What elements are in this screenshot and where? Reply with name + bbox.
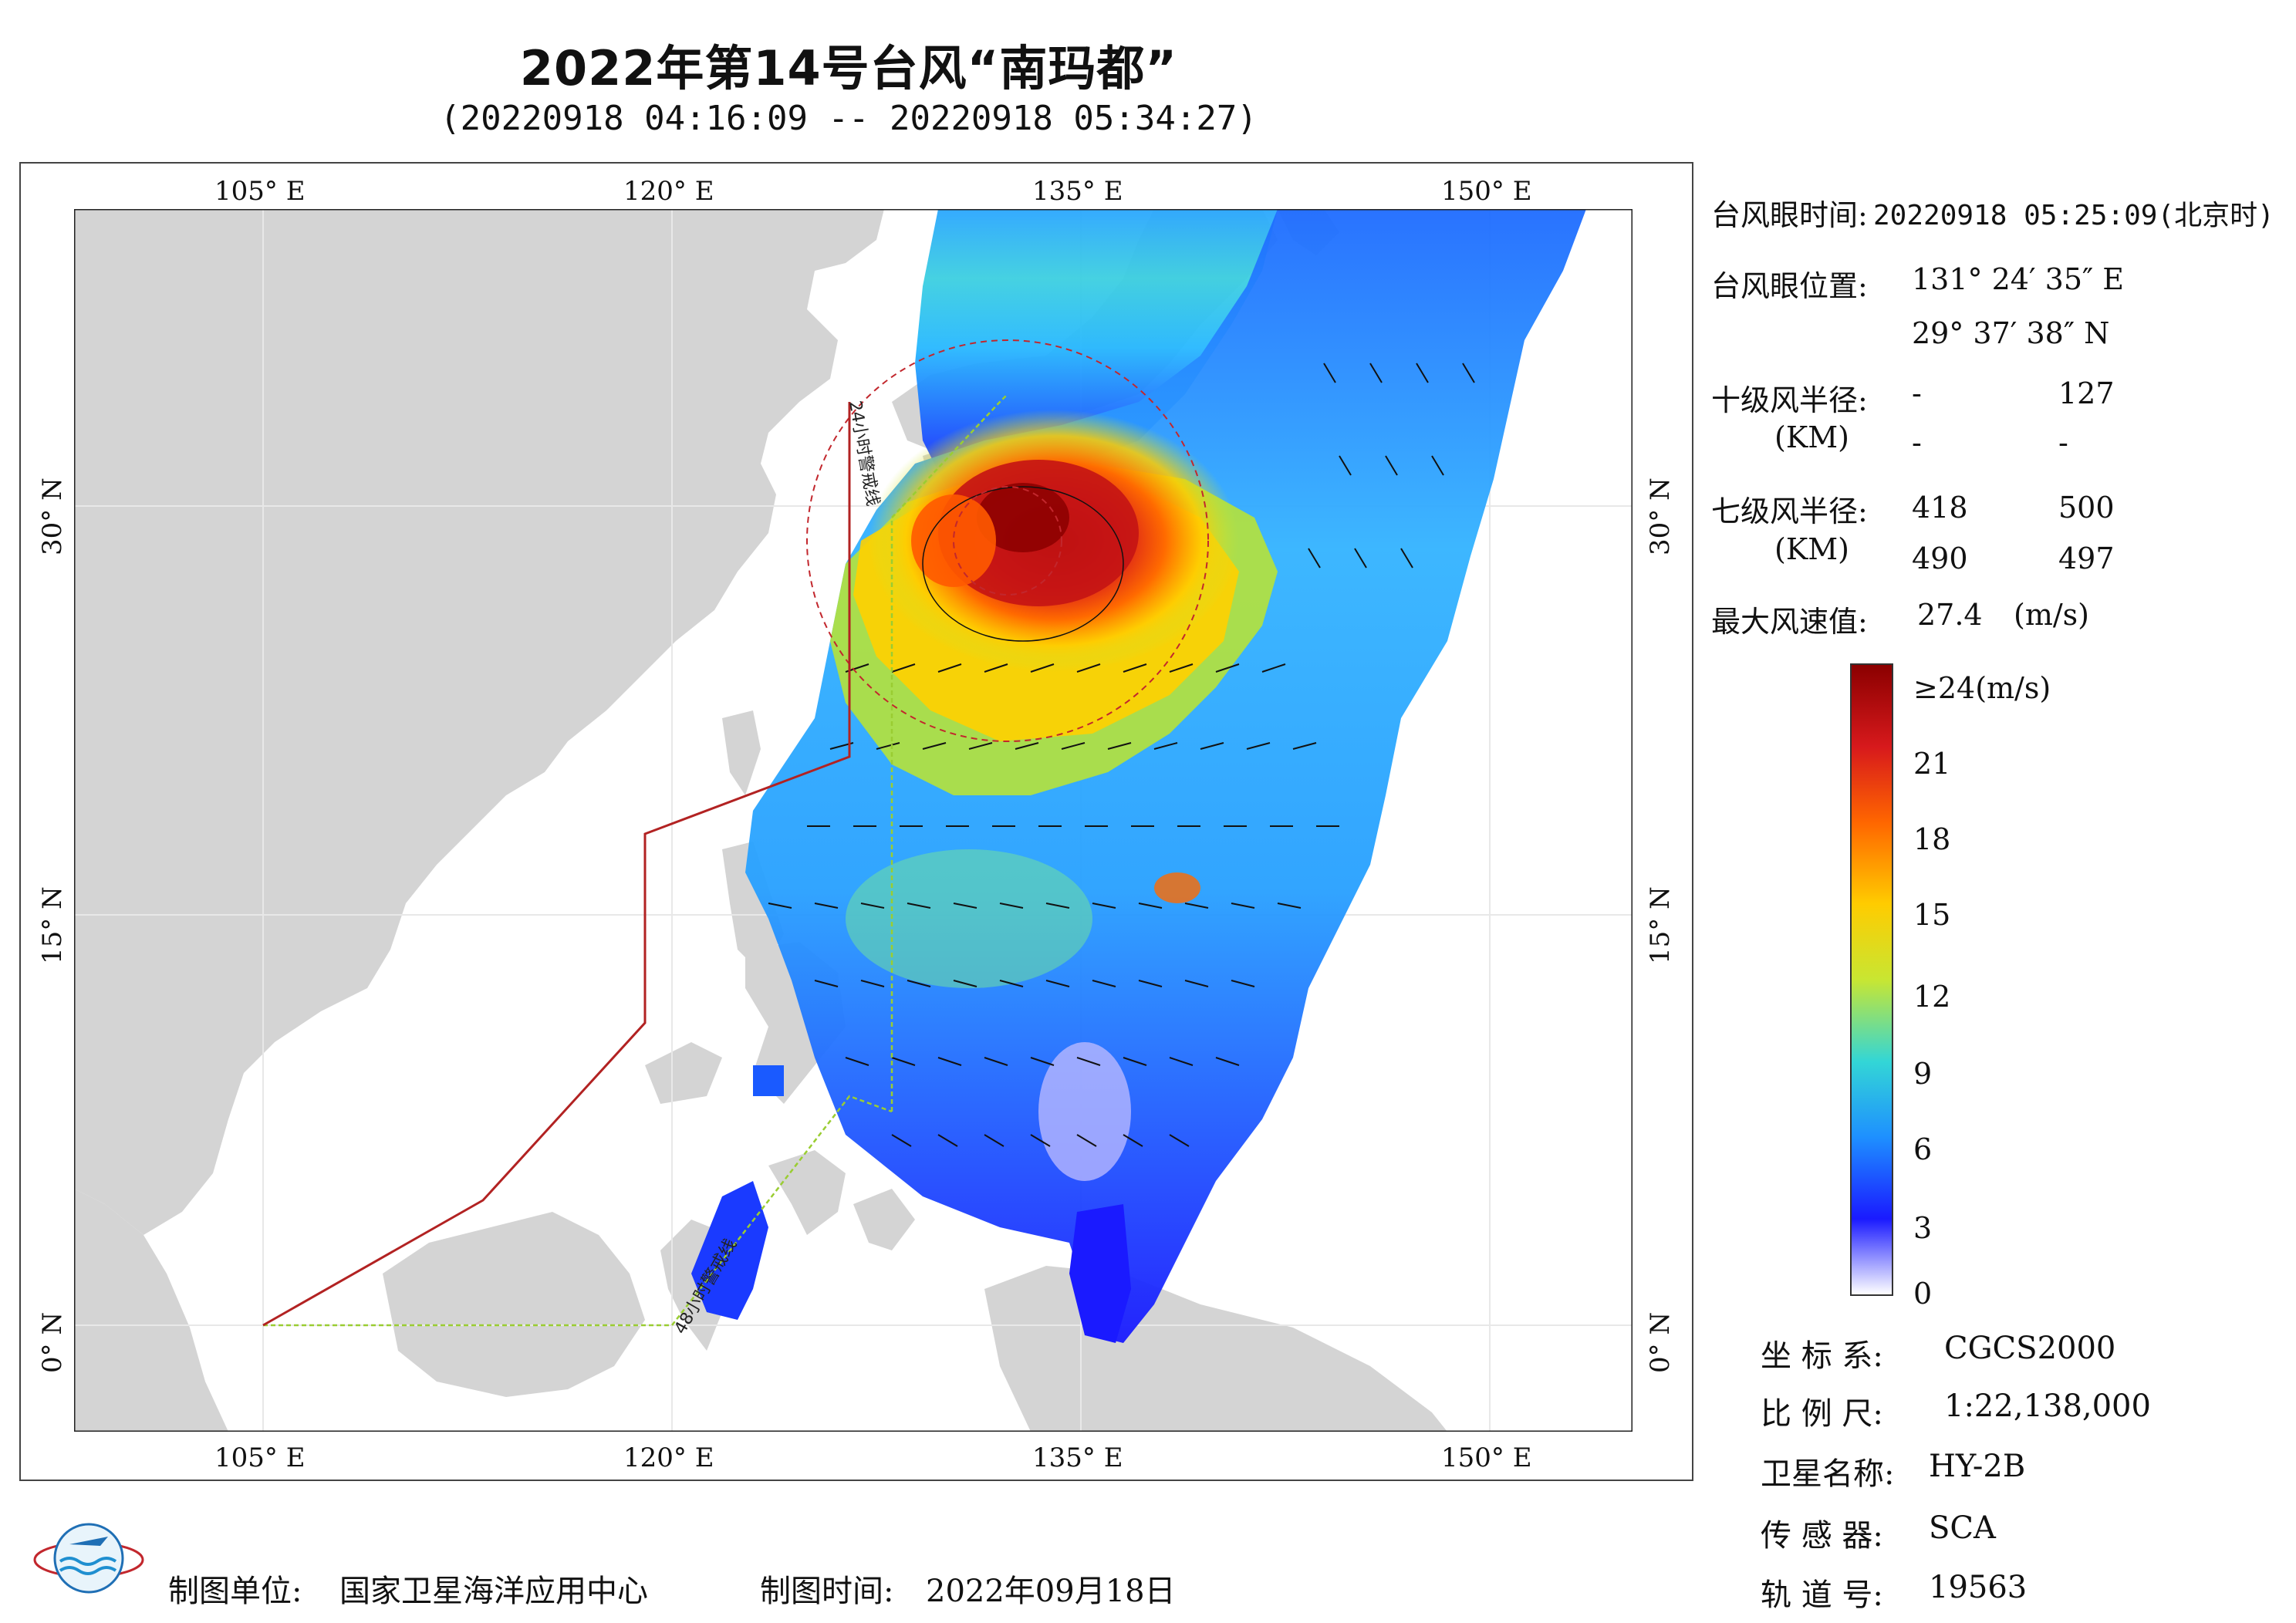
max-wind-value: 27.4 <box>1917 598 1983 632</box>
map-subtitle: (20220918 04:16:09 -- 20220918 05:34:27) <box>440 99 1258 138</box>
nsoas-logo-icon <box>33 1523 144 1594</box>
footer-date-value: 2022年09月18日 <box>926 1574 1176 1609</box>
warning-line-48h-upper <box>890 393 1008 1112</box>
r7-label: 七级风半径: <box>1711 494 1868 528</box>
warning-line-48h <box>263 1095 893 1327</box>
lon-tick-bottom-120: 120° E <box>623 1442 714 1473</box>
lon-tick-top-105: 105° E <box>214 176 306 207</box>
lon-tick-top-120: 120° E <box>623 176 714 207</box>
sensor-label: 传 感 器: <box>1761 1518 1883 1554</box>
r10-sw: - <box>1912 426 1922 460</box>
orbit-value: 19563 <box>1929 1570 2028 1605</box>
footer-date-label: 制图时间: <box>760 1574 894 1609</box>
scale-label: 比 例 尺: <box>1761 1396 1883 1432</box>
lon-tick-top-150: 150° E <box>1441 176 1532 207</box>
lat-tick-left-0: 0° N <box>37 1311 68 1373</box>
crs-value: CGCS2000 <box>1944 1331 2116 1366</box>
lat-tick-left-30: 30° N <box>37 477 68 555</box>
colorbar-label-24: ≥24(m/s) <box>1913 671 2051 705</box>
r7-unit: (KM) <box>1774 532 1849 566</box>
crs-label: 坐 标 系: <box>1761 1338 1883 1374</box>
max-wind-label: 最大风速值: <box>1711 605 1868 639</box>
wind-barbs <box>768 363 1475 1147</box>
sensor-value: SCA <box>1929 1510 1996 1546</box>
lat-tick-right-15: 15° N <box>1645 886 1676 964</box>
r10-unit: (KM) <box>1774 420 1849 454</box>
map-title: 2022年第14号台风“南玛都” <box>519 40 1178 96</box>
max-wind-unit: (m/s) <box>2014 598 2089 632</box>
lon-tick-bottom-150: 150° E <box>1441 1442 1532 1473</box>
eye-position-label: 台风眼位置: <box>1711 269 1868 303</box>
wind-radius-circles <box>806 339 1209 742</box>
warning-line-24h <box>262 402 851 1327</box>
lon-tick-bottom-105: 105° E <box>214 1442 306 1473</box>
r10-label: 十级风半径: <box>1711 383 1868 417</box>
r7-se: 500 <box>2058 491 2115 525</box>
r10-ne: - <box>1912 376 1922 410</box>
satellite-label: 卫星名称: <box>1761 1456 1895 1492</box>
footer-unit-label: 制图单位: <box>168 1574 302 1609</box>
colorbar-label-6: 6 <box>1913 1132 1933 1166</box>
colorbar-label-0: 0 <box>1913 1277 1933 1311</box>
r7-sw: 490 <box>1912 542 1968 575</box>
lat-tick-left-15: 15° N <box>37 886 68 964</box>
wind-field-map[interactable]: 24小时警戒线 48小时警戒线 <box>74 209 1633 1432</box>
colorbar-label-15: 15 <box>1913 898 1951 932</box>
colorbar-label-18: 18 <box>1913 822 1951 856</box>
colorbar-label-12: 12 <box>1913 980 1951 1014</box>
colorbar-label-9: 9 <box>1913 1057 1933 1091</box>
eye-latitude: 29° 37′ 38″ N <box>1912 316 2110 350</box>
wind-speed-colorbar <box>1850 663 1893 1296</box>
lon-tick-top-135: 135° E <box>1032 176 1123 207</box>
eye-time-label: 台风眼时间: <box>1711 198 1868 232</box>
orbit-label: 轨 道 号: <box>1761 1577 1883 1613</box>
map-frame <box>19 162 1693 1481</box>
colorbar-label-21: 21 <box>1913 747 1951 781</box>
r7-ne: 418 <box>1912 491 1968 525</box>
r7-nw: 497 <box>2058 542 2115 575</box>
colorbar-label-3: 3 <box>1913 1211 1933 1245</box>
wind-swath <box>691 209 1586 1343</box>
lon-tick-bottom-135: 135° E <box>1032 1442 1123 1473</box>
eye-longitude: 131° 24′ 35″ E <box>1912 262 2125 296</box>
r10-nw: - <box>2058 426 2068 460</box>
eye-time-value: 20220918 05:25:09(北京时) <box>1873 200 2274 231</box>
lat-tick-right-0: 0° N <box>1645 1311 1676 1373</box>
r10-se: 127 <box>2058 376 2115 410</box>
satellite-value: HY-2B <box>1929 1449 2026 1484</box>
footer-unit-value: 国家卫星海洋应用中心 <box>339 1574 648 1609</box>
lat-tick-right-30: 30° N <box>1645 477 1676 555</box>
scale-value: 1:22,138,000 <box>1944 1388 2151 1424</box>
